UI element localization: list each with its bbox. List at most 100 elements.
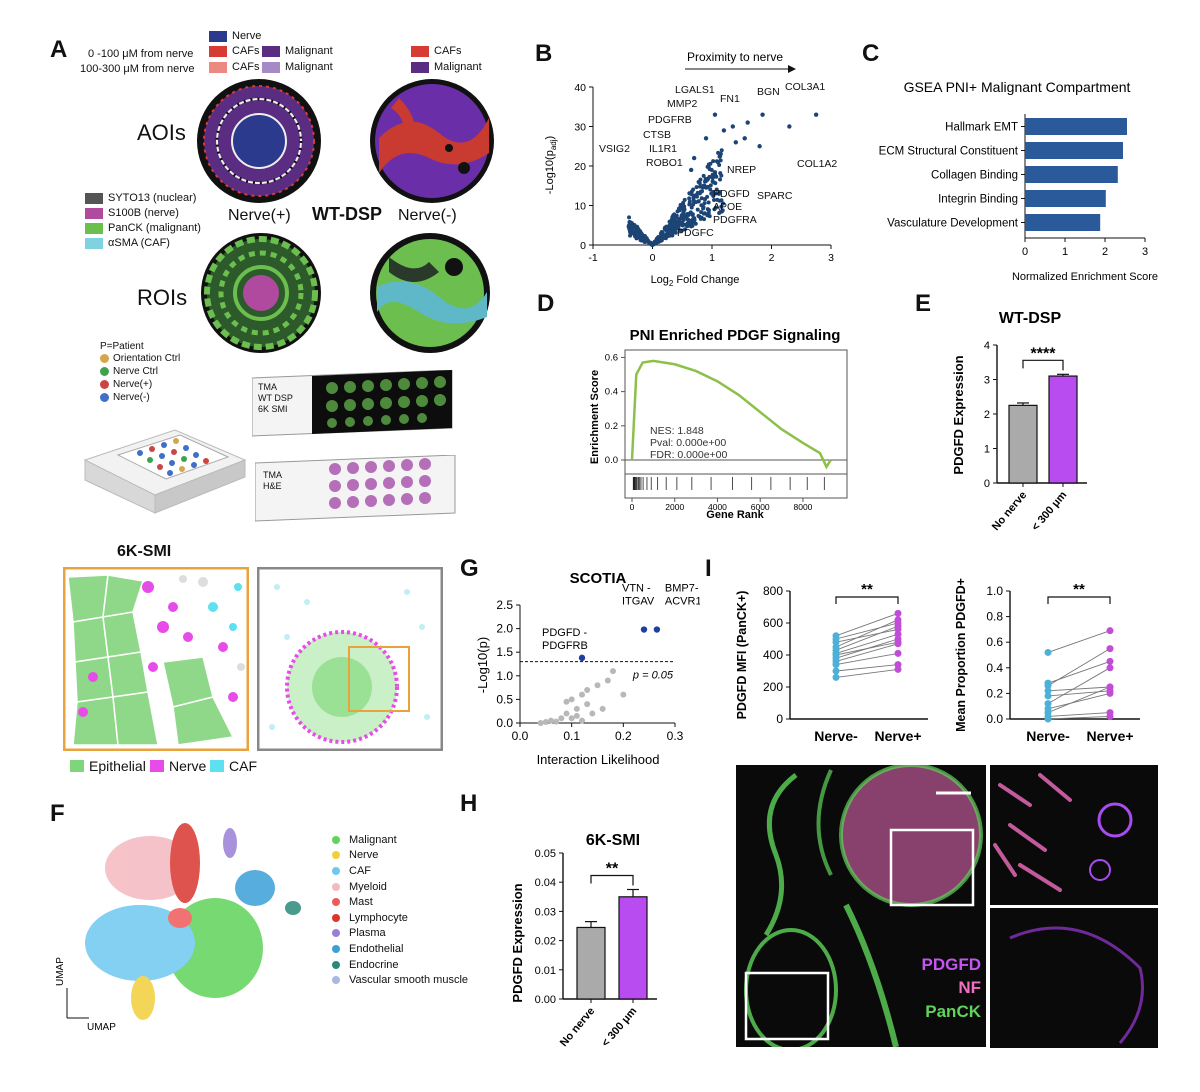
volcano-point	[670, 229, 675, 234]
chart-e-bar	[1048, 375, 1078, 484]
chart-g-point	[579, 691, 585, 698]
chart-i1-category-label: Nerve-	[814, 728, 858, 744]
umap-legend-label: Vascular smooth muscle	[349, 974, 469, 987]
volcano-point	[680, 223, 685, 228]
patient-nerve-positive: Nerve(+)	[100, 379, 152, 390]
chart-i2-pair-line	[1047, 712, 1111, 717]
chart-d-xtick-label: 2000	[665, 502, 684, 512]
stain-s100b: S100B (nerve)	[85, 207, 179, 219]
gene-lgals1: LGALS1	[675, 84, 715, 96]
stain-label-pdgfd: PDGFD	[922, 955, 982, 974]
chart-g-xlabel: Interaction Likelihood	[537, 752, 660, 767]
volcano-point	[713, 191, 718, 196]
volcano-point	[699, 196, 704, 201]
volcano-xtick-label: 0	[650, 252, 656, 264]
chart-h-ytick-label: 0.02	[535, 936, 556, 948]
gene-pdgfra: PDGFRA	[713, 214, 757, 226]
chart-h-ytick-label: 0.04	[535, 877, 556, 889]
chart-c-xtick-label: 3	[1142, 246, 1148, 258]
chart-h-title: 6K-SMI	[586, 832, 640, 849]
slide-he-label: TMA H&E	[263, 470, 282, 491]
volcano-point	[706, 200, 711, 205]
stain-syto13: SYTO13 (nuclear)	[85, 192, 196, 204]
chart-c-bar	[1025, 190, 1106, 207]
gene-il1r1: IL1R1	[649, 143, 677, 155]
umap-legend-item: CAF	[332, 863, 468, 879]
volcano-point	[687, 199, 692, 204]
chart-i2-pair-line	[1047, 715, 1111, 720]
gene-nrep: NREP	[727, 164, 756, 176]
chart-i1-point-after	[894, 638, 902, 646]
chart-g-ytick-label: 2.5	[496, 598, 513, 612]
tma-platform-illustration	[83, 429, 247, 514]
volcano-ylabel-sub: adj	[549, 139, 558, 150]
chart-h-ytick-label: 0.00	[535, 994, 556, 1006]
chart-g-ytick-label: 1.0	[496, 669, 513, 683]
volcano-point	[712, 170, 717, 175]
volcano-point	[714, 187, 719, 192]
smi-legend-epithelial: Epithelial	[70, 758, 146, 774]
chart-c-category-label: Hallmark EMT	[945, 122, 1018, 134]
stain-label-panck: PanCK	[925, 1002, 981, 1021]
umap-legend-label: Malignant	[349, 833, 397, 846]
chart-i1-pair-line	[835, 619, 899, 648]
volcano-point	[681, 208, 686, 213]
chart-g-point	[599, 705, 606, 712]
chart-d-xtick-label: 8000	[793, 502, 812, 512]
chart-c-bar	[1025, 118, 1127, 135]
umap-legend-swatch	[332, 866, 340, 875]
volcano-arrow-label: Proximity to nerve	[687, 50, 783, 64]
chart-i1-point-after	[894, 609, 902, 617]
volcano-point	[687, 191, 692, 196]
volcano-ytick-label: 0	[580, 240, 586, 252]
chart-d-ytick-label: 0.4	[605, 387, 618, 398]
chart-i2-pair-line	[1047, 660, 1111, 684]
volcano-point	[629, 230, 634, 235]
rois-label: ROIs	[137, 285, 188, 310]
volcano-point	[695, 207, 700, 212]
roi-nerve-negative-image	[370, 233, 490, 353]
chart-d-ytick-label: 0.0	[605, 455, 618, 466]
legend-cafs-near: CAFs	[209, 45, 260, 57]
chart-i1-ytick-label: 400	[763, 648, 783, 662]
chart-i2-pair-line	[1047, 630, 1111, 653]
chart-e-category-label: No nerve	[990, 489, 1029, 533]
chart-e-ytick-label: 3	[984, 375, 990, 387]
chart-i1-point-after	[894, 661, 902, 669]
volcano-point	[695, 190, 700, 195]
chart-i2-point-before	[1044, 679, 1052, 687]
volcano-point	[711, 159, 716, 164]
volcano-point	[713, 205, 718, 210]
volcano-point	[699, 210, 704, 215]
chart-g-point	[568, 715, 575, 722]
chart-g-highlight-label: PDGFD -	[542, 627, 588, 639]
volcano-point	[696, 213, 701, 218]
volcano-point	[719, 148, 724, 153]
smi-legend-caf: CAF	[210, 758, 257, 774]
volcano-point	[718, 171, 723, 176]
volcano-point	[691, 195, 696, 200]
volcano-point	[710, 175, 715, 180]
chart-i1-point-before	[832, 667, 840, 675]
chart-i2-point-after	[1106, 627, 1114, 635]
chart-d-xlabel: Gene Rank	[706, 509, 764, 521]
chart-d-stat: Pval: 0.000e+00	[650, 437, 726, 449]
volcano-point	[712, 112, 718, 117]
chart-i1-pair-line	[835, 622, 899, 640]
chart-i2-pair-line	[1047, 667, 1111, 705]
chart-g-point	[604, 677, 611, 684]
chart-g-highlight-label: BMP7-	[665, 583, 699, 595]
chart-h-ytick-label: 0.03	[535, 906, 556, 918]
volcano-point	[709, 191, 714, 196]
umap-legend-item: Endothelial	[332, 941, 468, 957]
umap-legend-swatch	[332, 929, 340, 938]
volcano-point	[691, 202, 696, 207]
volcano-point	[708, 183, 713, 188]
umap-legend-label: Myeloid	[349, 880, 387, 893]
chart-c-xtick-label: 1	[1062, 246, 1068, 258]
volcano-point	[717, 191, 722, 196]
smi-overview-image	[257, 567, 443, 751]
umap-legend-label: CAF	[349, 864, 371, 877]
chart-e-ytick-label: 4	[984, 340, 990, 352]
